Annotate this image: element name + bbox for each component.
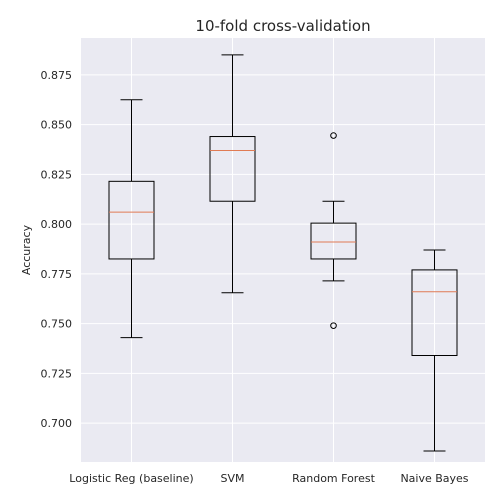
- box-group: [310, 132, 357, 329]
- y-tick-label: 0.775: [41, 268, 73, 281]
- chart-title: 10-fold cross-validation: [195, 17, 370, 35]
- box-group: [411, 249, 458, 452]
- y-tick-label: 0.750: [41, 318, 73, 331]
- y-tick-labels: 0.700 0.725 0.750 0.775 0.800 0.825 0.850 0.875: [41, 69, 73, 430]
- x-tick-labels: Logistic Reg (baseline) SVM Random Forest N…: [69, 472, 469, 485]
- x-tick-label: SVM: [221, 472, 245, 485]
- y-tick-label: 0.850: [41, 119, 73, 132]
- y-tick-label: 0.825: [41, 168, 73, 181]
- y-axis-label: Accuracy: [20, 224, 33, 275]
- box-group: [209, 54, 256, 294]
- y-tick-label: 0.875: [41, 69, 73, 82]
- x-tick-label: Logistic Reg (baseline): [69, 472, 193, 485]
- iqr-box: [108, 180, 155, 260]
- y-tick-label: 0.700: [41, 417, 73, 430]
- plot-background: [81, 38, 485, 462]
- x-tick-label: Naive Bayes: [400, 472, 468, 485]
- iqr-box: [209, 136, 256, 202]
- iqr-box: [310, 222, 357, 260]
- box-group: [108, 99, 155, 339]
- outlier-point: [330, 322, 337, 329]
- outlier-point: [330, 132, 337, 139]
- x-tick-label: Random Forest: [292, 472, 375, 485]
- boxes: [108, 54, 458, 452]
- iqr-box: [411, 269, 458, 357]
- y-tick-label: 0.800: [41, 218, 73, 231]
- y-tick-label: 0.725: [41, 367, 73, 380]
